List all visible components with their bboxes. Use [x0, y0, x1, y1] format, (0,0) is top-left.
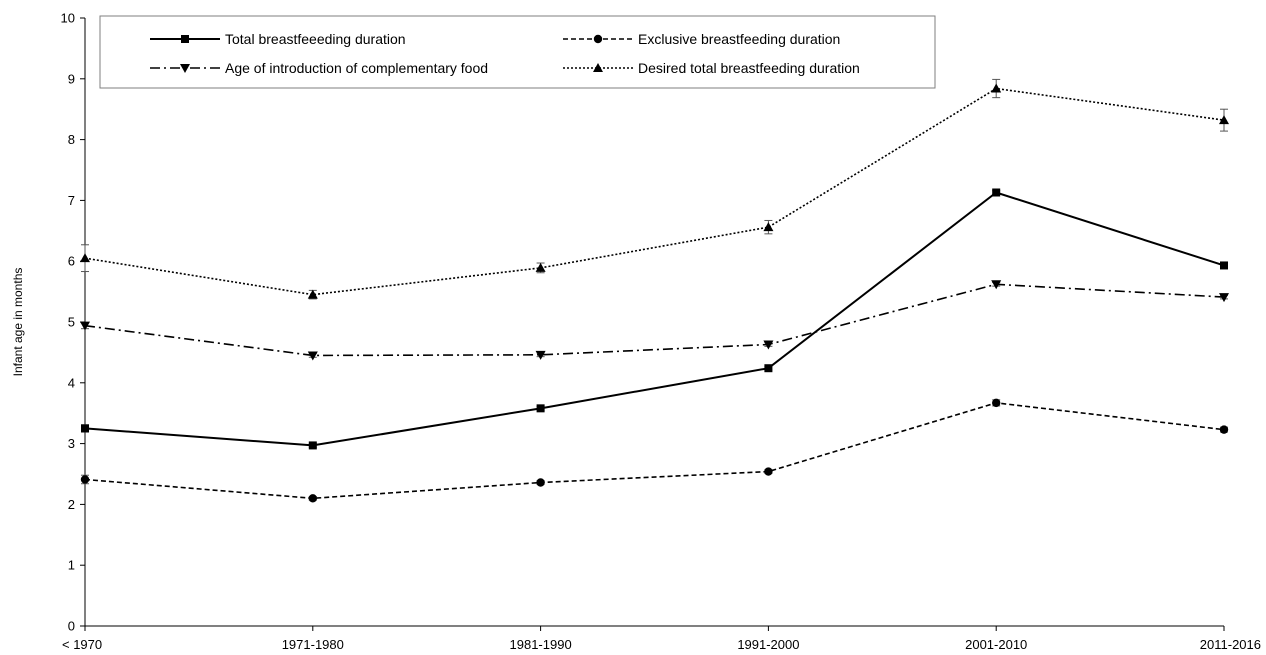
data-point	[992, 188, 1001, 197]
data-point	[80, 475, 90, 484]
legend-label: Total breastfeeeding duration	[225, 31, 406, 47]
data-point	[536, 404, 545, 413]
x-tick-label: 2001-2010	[965, 637, 1027, 652]
x-tick-label: 1981-1990	[510, 637, 572, 652]
data-point	[80, 321, 90, 331]
data-point	[991, 83, 1002, 93]
legend-item: Desired total breastfeeding duration	[563, 60, 860, 76]
series-square	[81, 188, 1228, 450]
y-axis-label: Infant age in months	[11, 268, 25, 377]
x-tick-label: 2011-2016	[1200, 637, 1261, 652]
data-point	[1219, 293, 1229, 303]
y-tick-label: 4	[68, 375, 75, 390]
series-triangle-down	[80, 280, 1229, 361]
legend: Total breastfeeeding duration Exclusive b…	[99, 15, 936, 89]
legend-label: Age of introduction of complementary foo…	[225, 60, 488, 76]
y-tick-label: 9	[68, 71, 75, 86]
y-tick-label: 3	[68, 436, 75, 451]
y-tick-label: 0	[68, 619, 75, 634]
x-ticks: < 1970 1971-1980 1981-1990 1991-2000 2001-20…	[62, 626, 1261, 652]
x-tick-label: 1971-1980	[282, 637, 344, 652]
data-point	[1219, 115, 1229, 125]
legend-marker	[593, 63, 603, 72]
data-point	[308, 441, 317, 450]
data-point	[991, 280, 1002, 290]
legend-marker	[180, 64, 190, 73]
series-line	[84, 87, 1225, 296]
legend-label: Desired total breastfeeding duration	[638, 60, 860, 76]
data-point	[1219, 425, 1229, 434]
legend-label: Exclusive breastfeeding duration	[638, 31, 840, 47]
data-point	[992, 398, 1001, 408]
data-point	[535, 262, 546, 272]
x-tick-label: < 1970	[62, 637, 102, 652]
data-point	[307, 289, 318, 299]
y-tick-label: 10	[61, 11, 75, 26]
data-point	[763, 222, 774, 232]
y-tick-label: 8	[68, 132, 75, 147]
data-point	[764, 467, 773, 476]
data-point	[80, 253, 90, 263]
y-ticks: 0 1 2 3 4 5 6 7 8 9 10	[61, 11, 85, 634]
series-line	[84, 191, 1225, 447]
series-layer	[80, 78, 1229, 503]
series-circle	[80, 398, 1229, 503]
data-point	[536, 478, 545, 487]
data-point	[81, 424, 89, 433]
legend-marker	[593, 34, 603, 44]
y-tick-label: 7	[68, 193, 75, 208]
x-tick-label: 1991-2000	[737, 637, 799, 652]
legend-item: Total breastfeeeding duration	[150, 31, 406, 47]
data-point	[308, 494, 317, 503]
axes	[84, 18, 1224, 627]
legend-item: Age of introduction of complementary foo…	[150, 60, 488, 76]
data-point	[1220, 261, 1228, 270]
y-tick-label: 5	[68, 315, 75, 330]
data-point	[535, 350, 546, 360]
legend-item: Exclusive breastfeeding duration	[563, 31, 840, 47]
data-point	[307, 351, 318, 361]
y-tick-label: 6	[68, 254, 75, 269]
data-point	[764, 364, 773, 373]
legend-marker	[181, 35, 189, 43]
series-line	[84, 283, 1225, 357]
legend-box	[99, 15, 936, 89]
y-tick-label: 1	[68, 558, 75, 573]
series-line	[84, 402, 1225, 500]
y-tick-label: 2	[68, 497, 75, 512]
series-triangle-up	[80, 78, 1229, 300]
data-point	[763, 340, 774, 350]
